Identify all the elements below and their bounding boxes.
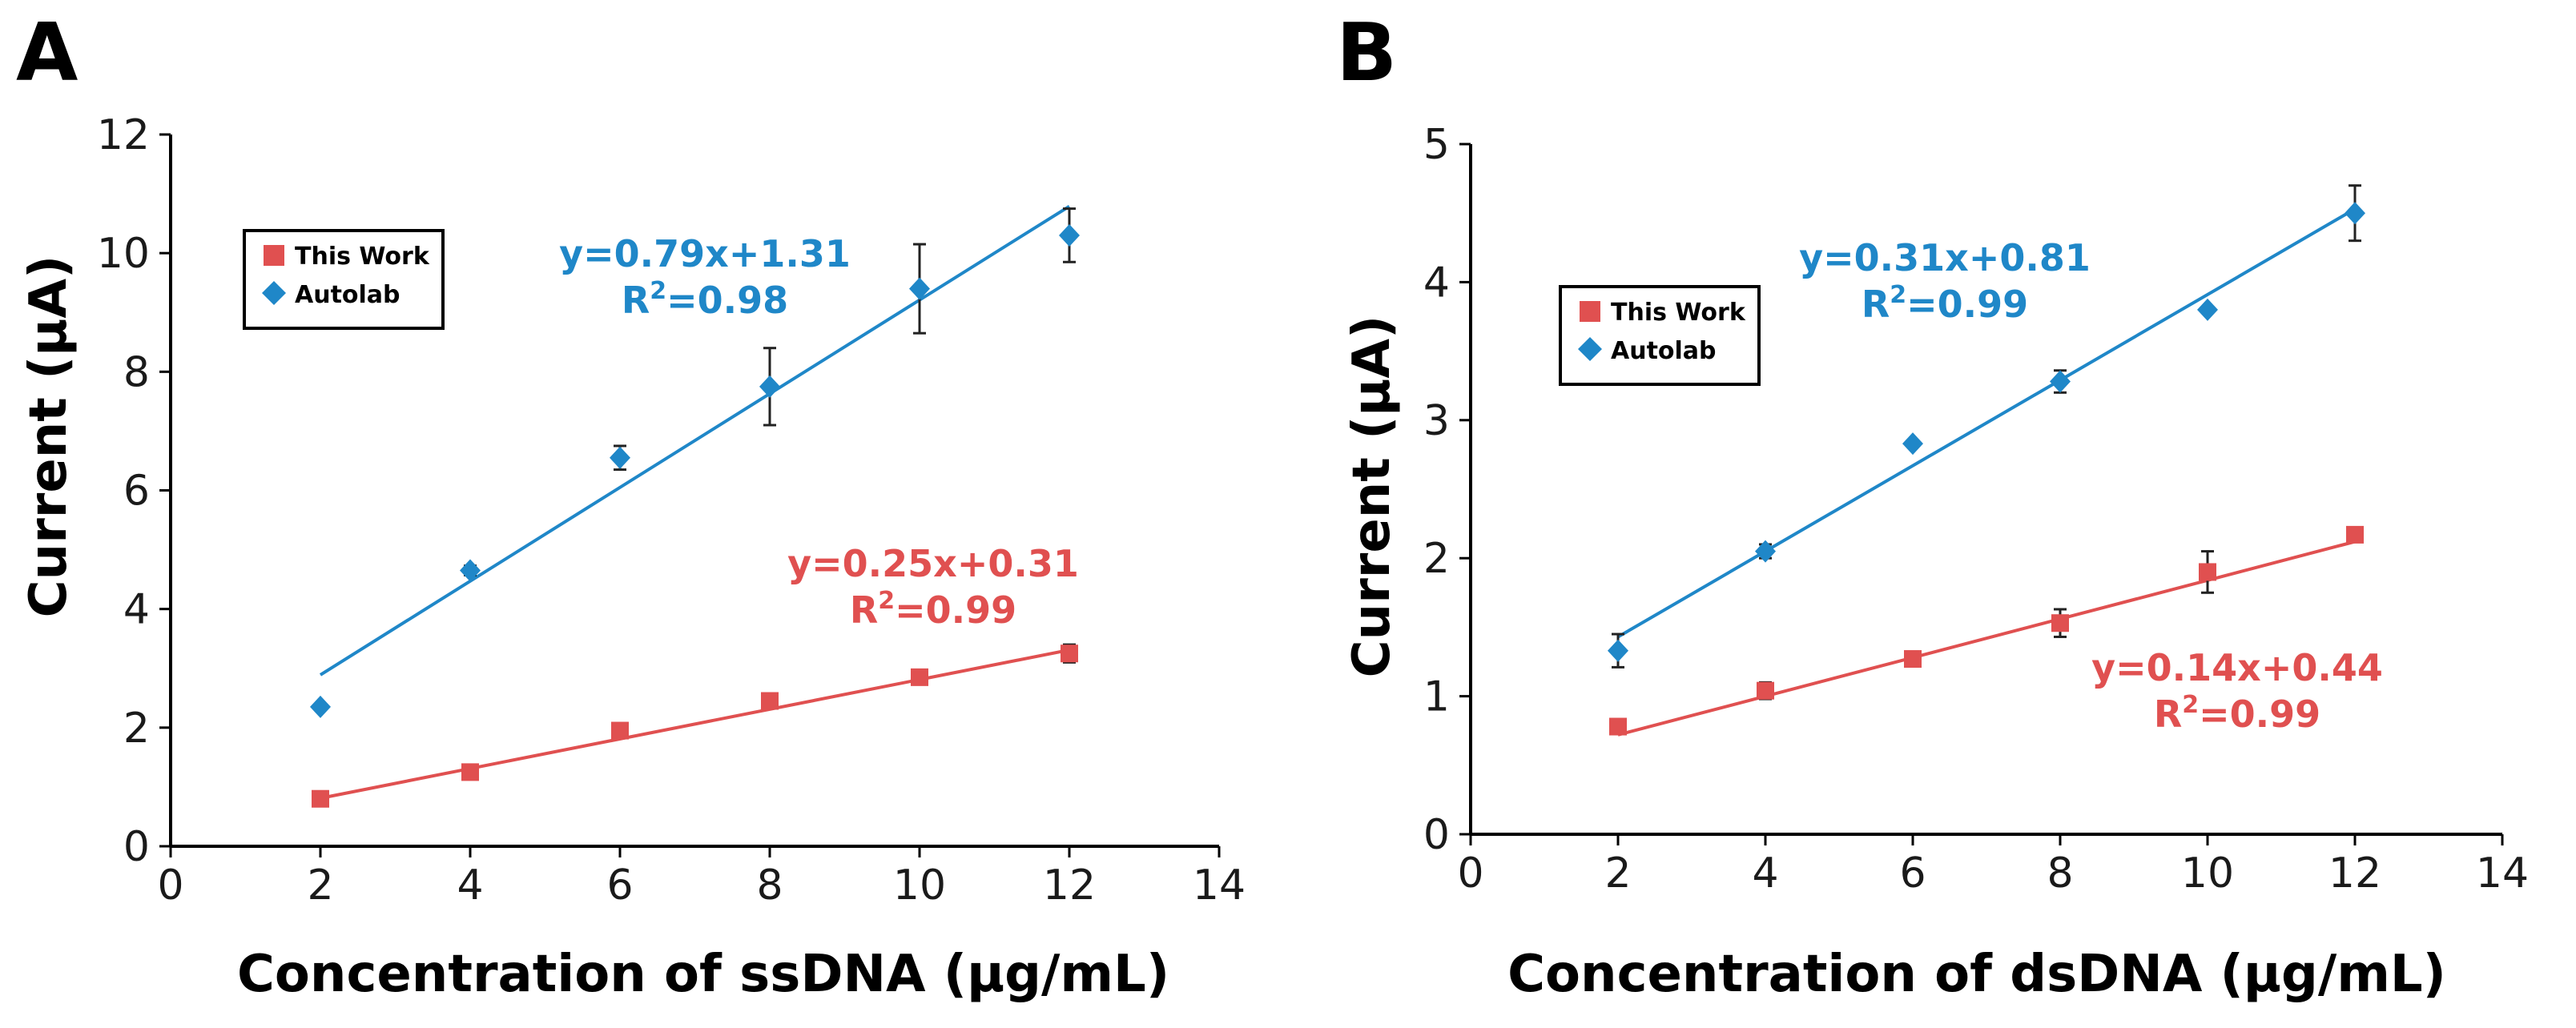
chart-a-legend-this-work-marker	[264, 245, 284, 266]
chart-a-y-tick-label: 10	[97, 230, 150, 278]
chart-b-x-tick-label: 4	[1752, 849, 1778, 897]
chart-b-this-work-point	[2199, 563, 2216, 581]
chart-a-autolab-point	[759, 375, 780, 398]
chart-a-autolab-point	[1059, 223, 1080, 247]
chart-b-xlabel: Concentration of dsDNA (µg/mL)	[1507, 945, 2446, 1004]
chart-b-this-work-equation: y=0.14x+0.44	[2091, 646, 2383, 689]
chart-b-this-work-r2: R2=0.99	[2154, 691, 2320, 736]
chart-b-legend-autolab-label: Autolab	[1611, 337, 1717, 365]
panel-label-a: A	[16, 6, 78, 99]
chart-b-x-tick-label: 0	[1457, 849, 1483, 897]
chart-b-legend-this-work-marker	[1580, 301, 1600, 322]
chart-b-legend: This Work Autolab	[1559, 285, 1761, 386]
chart-b-y-tick-label: 0	[1423, 811, 1450, 859]
chart-a-autolab-point	[460, 559, 481, 582]
chart-b-x-tick-label: 6	[1899, 849, 1926, 897]
chart-b-this-work-point	[1904, 650, 1922, 669]
chart-a-svg: A Current (µA) Concentration of ssDNA (µ…	[16, 6, 1246, 1004]
chart-a-this-work-point	[761, 692, 779, 710]
chart-a-autolab-r2: R2=0.98	[622, 277, 788, 322]
chart-b-y-tick-label: 1	[1423, 673, 1450, 721]
chart-a-this-work-r2: R2=0.99	[850, 587, 1016, 632]
chart-b-x-tick-label: 12	[2328, 849, 2381, 897]
chart-b-y-tick-label: 4	[1423, 259, 1450, 307]
chart-b-autolab-point	[1902, 432, 1923, 456]
chart-b-autolab-point	[1755, 540, 1776, 563]
chart-b-y-tick-label: 3	[1423, 397, 1450, 445]
chart-a-this-work-point	[1061, 645, 1078, 663]
chart-a-x-tick-label: 2	[307, 861, 333, 910]
chart-a-autolab-point	[909, 277, 930, 300]
chart-a-xlabel: Concentration of ssDNA (µg/mL)	[237, 945, 1169, 1004]
panel-label-b: B	[1336, 6, 1397, 99]
chart-b-autolab-fit-line	[1616, 207, 2357, 639]
chart-a-y-tick-label: 12	[97, 111, 150, 159]
chart-a-this-work-equation: y=0.25x+0.31	[787, 542, 1079, 585]
chart-a-x-tick-label: 10	[893, 861, 946, 910]
chart-a-y-tick-label: 2	[123, 705, 150, 753]
chart-a-x-tick-label: 14	[1193, 861, 1246, 910]
chart-a-autolab-point	[310, 695, 331, 718]
chart-a-this-work-point	[911, 668, 928, 686]
chart-b-this-work-point	[1757, 681, 1774, 700]
chart-b-ylabel: Current (µA)	[1342, 315, 1402, 678]
chart-b-autolab-point	[2050, 370, 2071, 393]
chart-a-y-tick-label: 4	[123, 586, 150, 634]
chart-a-autolab-point	[610, 446, 630, 469]
chart-a-this-work-fit-line	[320, 648, 1070, 800]
chart-b-x-tick-label: 14	[2476, 849, 2529, 897]
chart-a-this-work-point	[611, 721, 629, 740]
chart-b-this-work-point	[2051, 614, 2069, 632]
chart-b-x-tick-label: 2	[1604, 849, 1631, 897]
chart-a-this-work-point	[312, 789, 329, 808]
chart-a-x-tick-label: 4	[457, 861, 483, 910]
chart-a-legend-autolab-label: Autolab	[295, 281, 400, 309]
chart-b-x-tick-label: 10	[2181, 849, 2234, 897]
chart-b-legend-this-work-label: This Work	[1611, 299, 1746, 327]
chart-b-autolab-r2: R2=0.99	[1862, 281, 2028, 326]
chart-a-legend: This Work Autolab	[243, 229, 445, 330]
chart-b-x-tick-label: 8	[2047, 849, 2073, 897]
chart-b-y-tick-label: 2	[1423, 535, 1450, 583]
chart-a-y-tick-label: 6	[123, 468, 150, 516]
chart-b-autolab-point	[2345, 202, 2365, 225]
chart-panel-b: B Current (µA) Concentration of dsDNA (µ…	[1288, 0, 2576, 1028]
chart-b-this-work-point	[1609, 717, 1627, 736]
chart-a-y-tick-label: 8	[123, 348, 150, 396]
chart-a-ylabel: Current (µA)	[19, 255, 78, 618]
chart-b-autolab-equation: y=0.31x+0.81	[1799, 236, 2091, 279]
chart-b-svg: B Current (µA) Concentration of dsDNA (µ…	[1336, 6, 2529, 1004]
chart-panel-a: A Current (µA) Concentration of ssDNA (µ…	[16, 6, 1246, 1004]
chart-b-this-work-fit-line	[1617, 540, 2356, 737]
chart-a-autolab-equation: y=0.79x+1.31	[559, 232, 851, 275]
chart-a-y-tick-label: 0	[123, 823, 150, 871]
chart-b-this-work-point	[2346, 525, 2364, 544]
chart-b-y-tick-label: 5	[1423, 121, 1450, 169]
chart-a-autolab-fit-line	[319, 204, 1071, 677]
chart-a-x-tick-label: 6	[606, 861, 633, 910]
chart-a-x-tick-label: 12	[1043, 861, 1096, 910]
chart-b-autolab-point	[1608, 639, 1628, 662]
chart-a-this-work-point	[461, 763, 479, 781]
chart-a-x-tick-label: 0	[157, 861, 183, 910]
chart-a-x-tick-label: 8	[756, 861, 783, 910]
chart-a-legend-this-work-label: This Work	[295, 243, 430, 271]
chart-b-autolab-point	[2197, 298, 2218, 321]
chart-b-legend-autolab-marker	[1578, 337, 1602, 361]
chart-a-legend-autolab-marker	[262, 281, 286, 305]
